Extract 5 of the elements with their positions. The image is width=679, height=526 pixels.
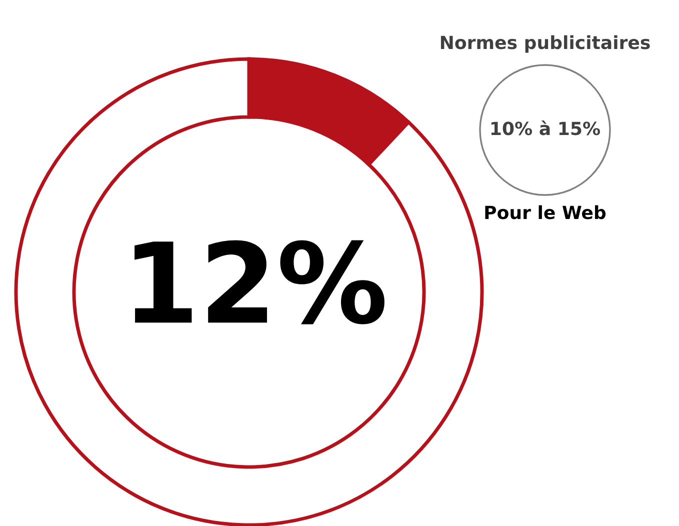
text: 10% à 15% — [491, 120, 600, 136]
text: Pour le Web — [485, 205, 606, 220]
donut-slice — [14, 57, 484, 526]
data-label: 12% — [134, 240, 384, 324]
text: Normes publicitaires — [440, 35, 650, 53]
